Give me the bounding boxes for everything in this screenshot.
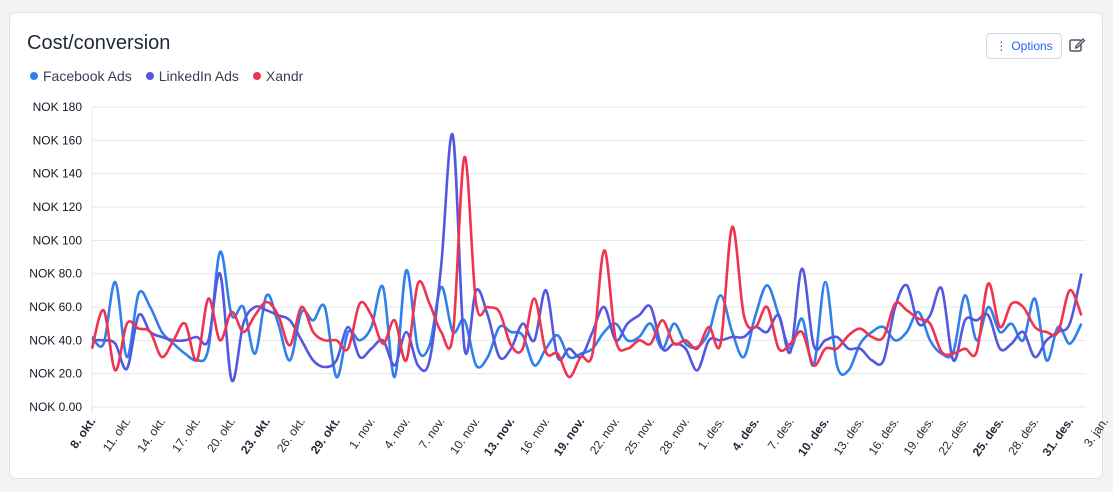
x-tick-label: 16. nov.: [517, 415, 552, 457]
x-tick-label: 22. nov.: [587, 415, 622, 457]
x-tick-label: 3. jan.: [1081, 415, 1111, 450]
y-tick-label: NOK 60.0: [29, 300, 82, 314]
x-tick-label: 26. okt.: [274, 415, 308, 455]
x-tick-label: 23. okt.: [238, 415, 273, 457]
x-tick-label: 25. des.: [970, 415, 1007, 459]
series-line-linkedin: [91, 132, 1083, 383]
x-tick-label: 10. nov.: [447, 415, 482, 457]
legend-label: LinkedIn Ads: [158, 68, 239, 84]
legend-item-facebook[interactable]: Facebook Ads: [30, 68, 132, 84]
x-tick-label: 19. nov.: [551, 415, 588, 459]
x-tick-label: 7. nov.: [416, 415, 448, 452]
legend-label: Facebook Ads: [43, 68, 132, 84]
x-tick-label: 17. okt.: [169, 415, 203, 455]
x-tick-label: 20. okt.: [204, 415, 238, 455]
x-tick-label: 11. okt.: [100, 415, 134, 455]
x-tick-label: 25. nov.: [622, 415, 657, 457]
x-tick-label: 22. des.: [935, 415, 971, 458]
x-tick-label: 7. des.: [765, 415, 797, 453]
y-tick-label: NOK 120: [33, 200, 83, 214]
chart-title: Cost/conversion: [27, 32, 171, 54]
x-tick-label: 29. okt.: [308, 415, 343, 457]
x-tick-label: 4. nov.: [381, 415, 413, 452]
x-tick-label: 14. okt.: [134, 415, 168, 455]
x-tick-label: 4. des.: [729, 415, 762, 454]
x-tick-label: 1. des.: [695, 415, 727, 453]
x-tick-label: 31. des.: [1039, 415, 1076, 459]
x-tick-label: 1. nov.: [346, 415, 378, 452]
x-tick-label: 19. des.: [901, 415, 937, 458]
options-button[interactable]: ⋮ Options: [986, 33, 1062, 59]
x-tick-label: 13. nov.: [481, 415, 518, 459]
y-tick-label: NOK 180: [33, 100, 83, 114]
y-tick-label: NOK 140: [33, 167, 83, 181]
chart-card: Cost/conversion ⋮ Options Facebook Ads L…: [9, 12, 1103, 479]
options-label: Options: [1011, 39, 1053, 53]
x-tick-label: 16. des.: [866, 415, 902, 458]
edit-icon[interactable]: [1068, 36, 1086, 54]
legend-dot: [145, 72, 154, 80]
x-tick-label: 8. okt.: [67, 415, 98, 451]
x-tick-label: 28. des.: [1005, 415, 1041, 458]
x-tick-label: 10. des.: [795, 415, 832, 459]
series-line-facebook: [91, 250, 1083, 379]
x-tick-label: 13. des.: [831, 415, 867, 458]
y-tick-label: NOK 100: [33, 233, 83, 247]
y-tick-label: NOK 80.0: [29, 267, 82, 281]
series-line-xandr: [90, 155, 1083, 379]
y-tick-label: NOK 40.0: [29, 333, 82, 347]
y-tick-label: NOK 20.0: [29, 367, 82, 381]
chart-legend: Facebook Ads LinkedIn Ads Xandr: [30, 68, 303, 84]
legend-item-linkedin[interactable]: LinkedIn Ads: [145, 68, 239, 84]
vertical-dots-icon: ⋮: [995, 39, 1008, 53]
y-tick-label: NOK 0.00: [29, 400, 82, 414]
y-tick-label: NOK 160: [33, 133, 83, 147]
legend-dot: [30, 72, 38, 80]
legend-dot: [252, 72, 261, 80]
legend-item-xandr[interactable]: Xandr: [252, 68, 304, 84]
legend-label: Xandr: [265, 68, 304, 84]
x-tick-label: 28. nov.: [657, 415, 692, 457]
